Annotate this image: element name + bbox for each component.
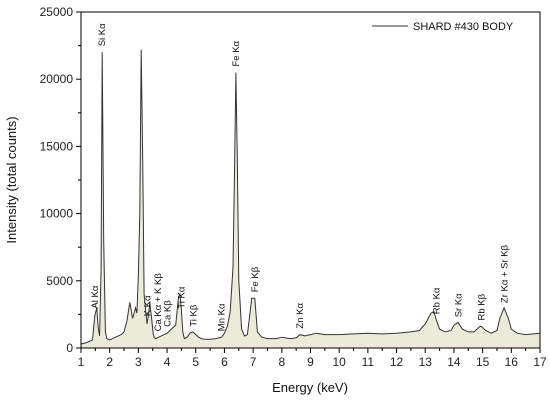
x-tick-label: 17: [533, 355, 547, 369]
x-axis-title: Energy (keV): [272, 380, 348, 395]
x-tick-label: 1: [78, 355, 85, 369]
y-tick-label: 20000: [40, 72, 74, 86]
peak-label: Zn Kα: [295, 303, 306, 329]
y-tick-label: 5000: [46, 274, 73, 288]
x-tick-label: 15: [476, 355, 490, 369]
x-tick-label: 16: [505, 355, 519, 369]
tick-marks: [76, 11, 541, 353]
x-tick-label: 5: [192, 355, 199, 369]
legend-entry: SHARD #430 BODY: [413, 21, 514, 33]
peak-label: Ca Kα + K Kβ: [153, 273, 164, 332]
spectrum-line-layer: [80, 49, 541, 345]
plot-frame: [80, 11, 541, 349]
peak-label: Al Kα: [90, 285, 101, 308]
peak-label: Fe Kβ: [250, 266, 261, 292]
x-tick-label: 2: [106, 355, 113, 369]
peak-label: Ti Kβ: [189, 304, 200, 327]
x-tick-label: 10: [333, 355, 347, 369]
peak-label: Sr Kα: [454, 293, 465, 317]
peak-label: Ca Kβ: [162, 300, 173, 327]
legend: SHARD #430 BODY: [372, 21, 514, 33]
peak-label: Rb Kα: [431, 287, 442, 314]
x-tick-labels: 1 2 3 4 5 6 7 8 9 10 11 12 13 14 15 16 17: [78, 355, 547, 369]
x-tick-label: 4: [164, 355, 171, 369]
y-tick-label: 0: [66, 341, 73, 355]
x-tick-label: 11: [362, 355, 375, 369]
y-tick-labels: 0 5000 10000 15000 20000 25000: [40, 5, 74, 355]
x-tick-label: 14: [447, 355, 461, 369]
y-tick-label: 10000: [40, 207, 74, 221]
x-tick-label: 3: [135, 355, 142, 369]
y-tick-label: 25000: [40, 5, 74, 19]
spectrum-line: [80, 49, 541, 345]
x-tick-label: 8: [278, 355, 285, 369]
x-tick-label: 13: [419, 355, 433, 369]
x-tick-label: 7: [250, 355, 257, 369]
x-tick-label: 6: [221, 355, 228, 369]
x-tick-label: 12: [390, 355, 404, 369]
peak-label: Ti Kα: [177, 286, 188, 309]
peak-label: Fe Kα: [231, 40, 242, 66]
peak-label: K Kα: [142, 295, 153, 316]
y-axis-title: Intensity (total counts): [4, 116, 19, 243]
peak-label: Mn Kα: [217, 303, 228, 331]
peak-label: Zr Kα + Sr Kβ: [500, 244, 511, 303]
peak-label: Rb Kβ: [477, 293, 488, 320]
y-tick-label: 15000: [40, 139, 74, 153]
peak-label: Si Kα: [97, 23, 108, 46]
x-tick-label: 9: [307, 355, 314, 369]
